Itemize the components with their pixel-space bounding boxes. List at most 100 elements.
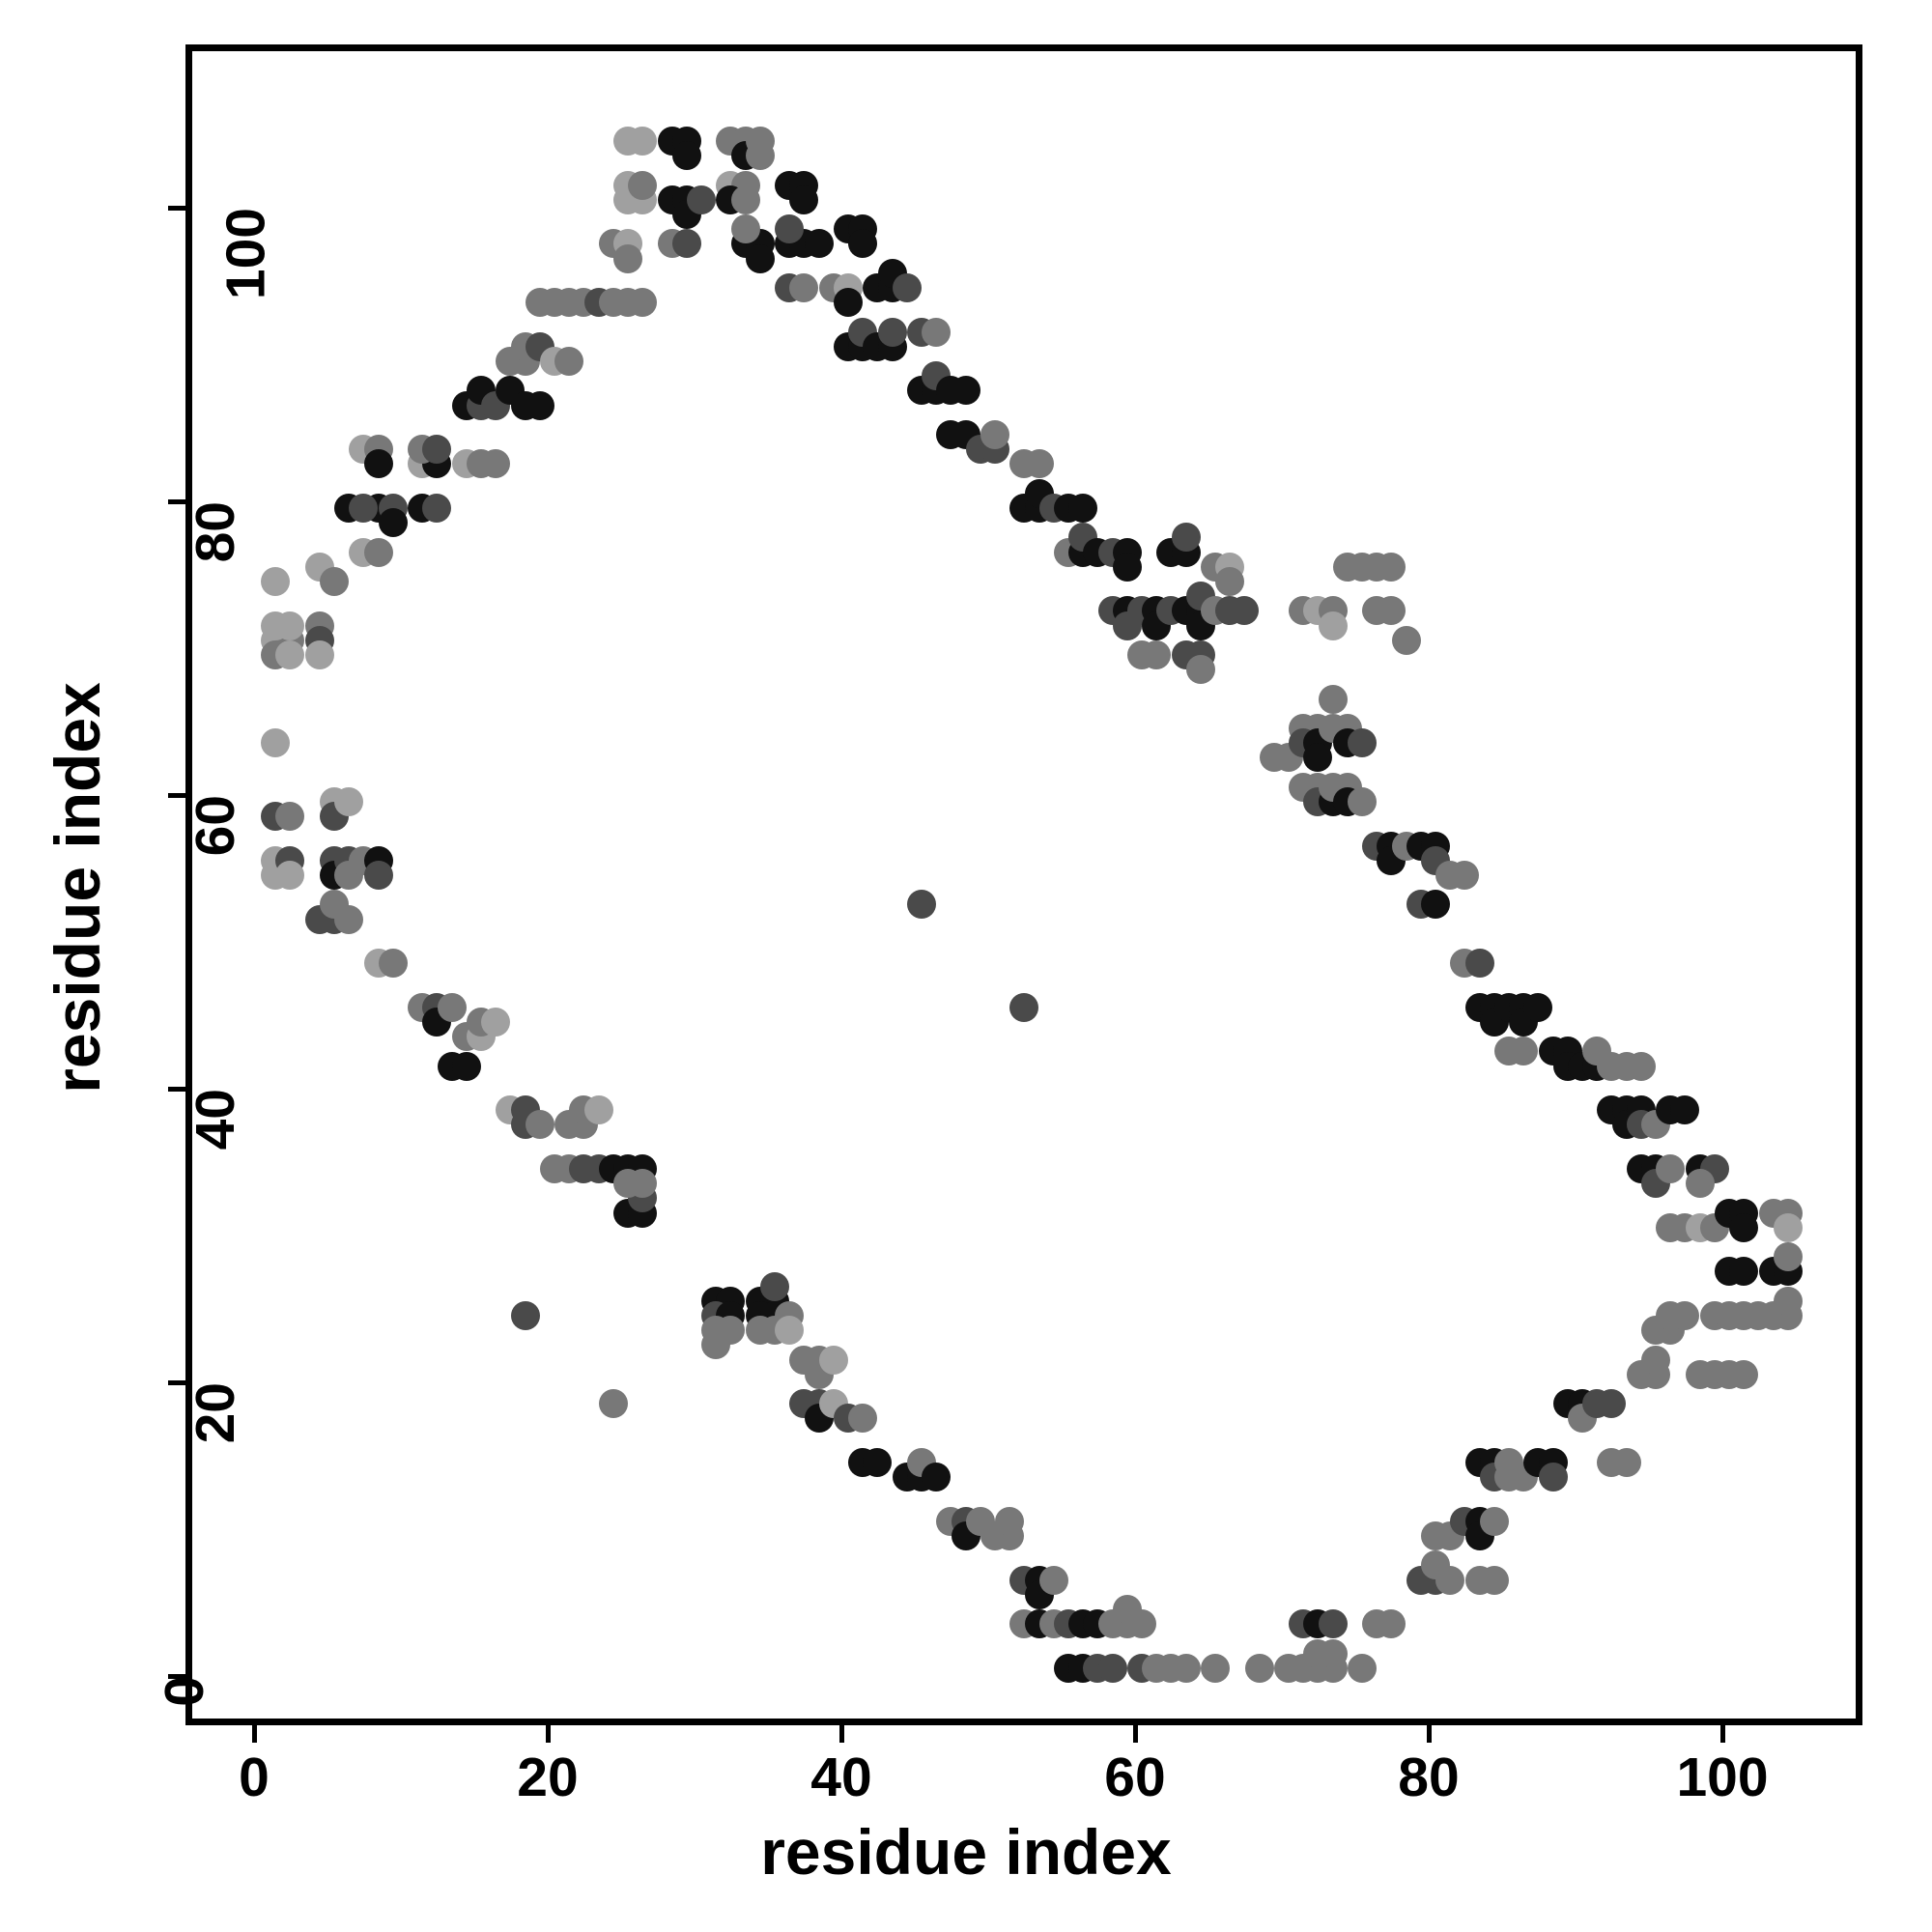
y-tick-label: 60	[184, 795, 246, 857]
x-tick	[546, 1725, 551, 1743]
data-point	[1523, 992, 1553, 1022]
x-tick-label: 20	[517, 1747, 579, 1808]
data-point	[275, 802, 305, 832]
data-point	[481, 1008, 511, 1037]
data-point	[775, 214, 805, 244]
data-point	[1611, 1448, 1641, 1477]
data-point	[1538, 1463, 1568, 1492]
data-point	[1377, 552, 1406, 582]
data-point	[760, 1271, 789, 1301]
data-point	[613, 243, 642, 273]
x-tick	[839, 1725, 844, 1743]
x-tick-label: 80	[1398, 1747, 1460, 1808]
plot-area	[185, 44, 1862, 1725]
data-point	[1509, 1037, 1539, 1066]
data-point	[671, 141, 701, 171]
x-tick	[1720, 1725, 1725, 1743]
x-tick	[252, 1725, 257, 1743]
data-point	[1773, 1212, 1803, 1242]
data-point	[275, 861, 305, 890]
y-tick-label: 0	[154, 1676, 216, 1707]
data-point	[363, 449, 393, 479]
data-point	[1773, 1286, 1803, 1316]
data-point	[745, 243, 775, 273]
y-tick	[168, 1674, 185, 1679]
data-point	[804, 229, 834, 259]
data-point	[863, 1448, 893, 1477]
data-point	[1421, 890, 1450, 920]
x-tick-label: 0	[239, 1747, 270, 1808]
data-point	[1641, 1345, 1670, 1375]
x-tick	[1427, 1725, 1432, 1743]
data-point	[525, 390, 554, 420]
data-point	[1348, 728, 1377, 758]
data-point	[1024, 449, 1054, 479]
data-point	[951, 376, 980, 406]
data-point	[1348, 1653, 1377, 1683]
data-point	[1318, 684, 1348, 714]
data-point	[422, 435, 452, 465]
data-point	[1377, 596, 1406, 626]
data-point	[349, 494, 379, 523]
data-point	[1391, 625, 1421, 655]
x-tick-label: 40	[810, 1747, 872, 1808]
data-point	[671, 229, 701, 259]
data-point	[1348, 787, 1377, 816]
data-point	[1685, 1169, 1715, 1199]
data-point	[1656, 1154, 1686, 1183]
data-point	[834, 288, 863, 318]
data-point	[789, 185, 819, 214]
data-point	[687, 185, 716, 214]
data-point	[628, 1169, 658, 1199]
data-point	[1773, 1242, 1803, 1272]
data-point	[1097, 1653, 1127, 1683]
data-point	[907, 890, 936, 920]
data-point	[628, 288, 658, 318]
data-point	[583, 1095, 613, 1125]
data-point	[1112, 552, 1142, 582]
data-point	[877, 317, 907, 347]
data-point	[554, 347, 584, 376]
data-point	[1435, 1565, 1465, 1595]
data-point	[363, 861, 393, 890]
data-point	[1244, 1653, 1274, 1683]
data-point	[598, 1389, 628, 1419]
data-point	[922, 1463, 952, 1492]
data-point	[818, 1345, 848, 1375]
y-tick-label: 80	[184, 501, 246, 563]
data-point	[922, 317, 952, 347]
data-point	[1009, 992, 1039, 1022]
data-point	[451, 1051, 481, 1081]
data-point	[437, 992, 467, 1022]
y-tick	[168, 793, 185, 798]
data-point	[1597, 1389, 1627, 1419]
data-point	[1303, 743, 1333, 773]
data-point	[848, 229, 878, 259]
data-point	[1318, 611, 1348, 640]
y-tick	[168, 206, 185, 211]
data-point	[275, 640, 305, 669]
data-point	[481, 449, 511, 479]
data-point	[275, 611, 305, 640]
data-point	[1318, 1609, 1348, 1639]
data-points-layer	[192, 51, 1856, 1719]
data-point	[995, 1506, 1025, 1536]
data-point	[1729, 1212, 1759, 1242]
data-point	[1185, 655, 1215, 685]
data-point	[1068, 494, 1098, 523]
y-tick-label: 100	[214, 208, 277, 300]
y-tick	[168, 1380, 185, 1385]
data-point	[540, 1154, 569, 1183]
data-point	[701, 1330, 731, 1360]
data-point	[363, 537, 393, 567]
x-tick	[1133, 1725, 1138, 1743]
data-point	[1171, 1653, 1201, 1683]
data-point	[1450, 861, 1480, 890]
data-point	[422, 494, 452, 523]
data-point	[1215, 567, 1245, 596]
data-point	[1479, 1565, 1509, 1595]
data-point	[304, 640, 334, 669]
data-point	[525, 1110, 554, 1140]
data-point	[1201, 1653, 1230, 1683]
x-tick-label: 100	[1676, 1747, 1769, 1808]
